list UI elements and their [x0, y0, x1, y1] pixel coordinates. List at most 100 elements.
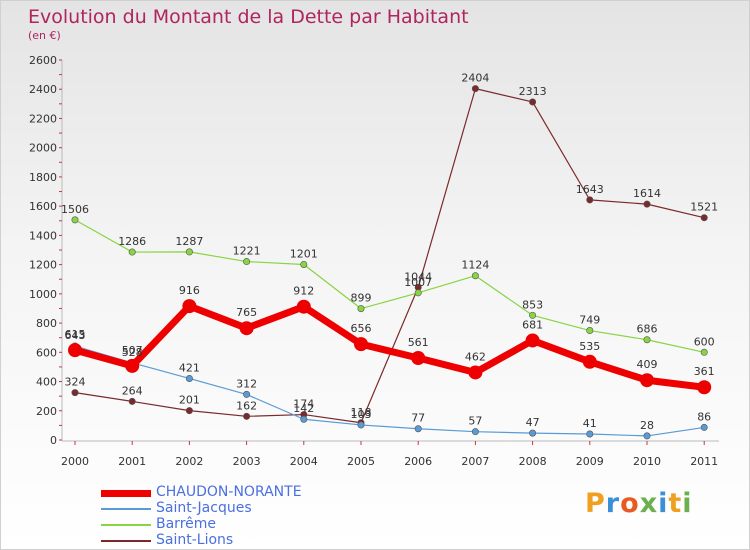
data-point	[529, 98, 537, 106]
data-point	[529, 311, 537, 319]
legend-swatch	[101, 540, 151, 542]
data-labels-layer: 324 264 201 162 174 118 1044 2404 2313 1643 1614 15…	[61, 72, 718, 432]
data-point	[697, 380, 712, 395]
data-label: 2404	[461, 72, 489, 85]
data-point	[643, 200, 651, 208]
data-label: 1007	[404, 276, 432, 289]
data-point	[300, 260, 308, 268]
data-label: 162	[236, 399, 257, 412]
data-label: 409	[637, 358, 658, 371]
data-label: 41	[583, 417, 597, 430]
data-point	[357, 305, 365, 313]
data-label: 47	[526, 416, 540, 429]
data-label: 615	[65, 328, 86, 341]
data-point	[357, 421, 365, 429]
y-tick-label: 400	[36, 376, 57, 389]
data-label: 1124	[461, 259, 489, 272]
data-point	[128, 397, 136, 405]
data-label: 142	[293, 402, 314, 415]
data-label: 312	[236, 377, 257, 390]
data-point	[239, 321, 254, 336]
series-line-3	[74, 88, 705, 424]
y-tick-label: 2200	[29, 112, 57, 125]
y-tick-label: 0	[50, 434, 57, 447]
data-point	[586, 430, 594, 438]
legend-label: CHAUDON-NORANTE	[156, 484, 302, 500]
x-tick-label: 2000	[61, 455, 89, 468]
data-label: 1614	[633, 187, 661, 200]
data-label: 28	[640, 419, 654, 432]
x-tick-label: 2009	[576, 455, 604, 468]
data-label: 912	[293, 285, 314, 298]
data-point	[643, 336, 651, 344]
data-point	[414, 425, 422, 433]
data-label: 57	[468, 415, 482, 428]
data-point	[185, 374, 193, 382]
data-point	[128, 248, 136, 256]
x-tick-label: 2001	[118, 455, 146, 468]
data-point	[525, 333, 540, 348]
data-label: 201	[179, 394, 200, 407]
x-tick-label: 2005	[347, 455, 375, 468]
data-point	[71, 216, 79, 224]
y-tick-label: 1800	[29, 171, 57, 184]
data-point	[243, 412, 251, 420]
data-point	[411, 351, 426, 366]
data-label: 174	[293, 398, 314, 411]
x-tick-label: 2007	[461, 455, 489, 468]
data-point	[296, 299, 311, 314]
data-label: 1286	[118, 235, 146, 248]
data-point	[414, 289, 422, 297]
y-tick-label: 200	[36, 405, 57, 418]
x-tick-label: 2006	[404, 455, 432, 468]
data-point	[700, 214, 708, 222]
data-label: 421	[179, 361, 200, 374]
data-point	[71, 389, 79, 397]
data-label: 507	[122, 344, 143, 357]
data-label: 1506	[61, 203, 89, 216]
data-label: 656	[351, 322, 372, 335]
proxiti-logo: Proxiti	[585, 488, 693, 519]
data-label: 1287	[175, 235, 203, 248]
data-point	[529, 429, 537, 437]
data-label: 528	[122, 346, 143, 359]
x-tick-label: 2004	[290, 455, 318, 468]
data-point	[700, 348, 708, 356]
legend-label: Saint-Lions	[156, 532, 234, 548]
y-tick-label: 2400	[29, 83, 57, 96]
series-line-1	[74, 345, 705, 437]
legend-label: Barrême	[156, 516, 217, 532]
data-point	[586, 327, 594, 335]
x-tick-label: 2003	[233, 455, 261, 468]
data-label: 765	[236, 306, 257, 319]
series-line-0	[74, 302, 705, 391]
y-tick-label: 600	[36, 346, 57, 359]
y-tick-label: 1600	[29, 200, 57, 213]
data-point	[182, 299, 197, 314]
y-tick-label: 2000	[29, 142, 57, 155]
series-line-2	[74, 219, 705, 353]
data-point	[586, 196, 594, 204]
data-point	[185, 248, 193, 256]
data-label: 600	[694, 335, 715, 348]
y-tick-label: 1200	[29, 259, 57, 272]
data-label: 264	[122, 384, 143, 397]
data-label: 86	[697, 410, 711, 423]
x-tick-label: 2011	[690, 455, 718, 468]
data-label: 361	[694, 365, 715, 378]
data-point	[243, 258, 251, 266]
legend-swatch	[101, 508, 151, 510]
y-tick-label: 2600	[29, 54, 57, 67]
data-point	[243, 390, 251, 398]
data-label: 1521	[690, 201, 718, 214]
data-label: 462	[465, 350, 486, 363]
data-label: 324	[65, 376, 86, 389]
data-point	[471, 85, 479, 93]
data-point	[300, 415, 308, 423]
chart-axes: 0 200 400 600 800 1000 1200 1400 1600 1800 2000 220…	[29, 54, 719, 468]
data-point	[468, 365, 483, 380]
x-tick-label: 2008	[519, 455, 547, 468]
data-label: 77	[411, 412, 425, 425]
data-label: 535	[579, 340, 600, 353]
